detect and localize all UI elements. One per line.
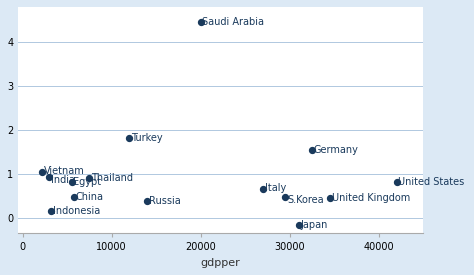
Text: Japan: Japan xyxy=(301,220,328,230)
Text: Italy: Italy xyxy=(265,183,286,193)
Text: Indonesia: Indonesia xyxy=(53,206,100,216)
Text: Germany: Germany xyxy=(314,145,359,155)
Text: Russia: Russia xyxy=(149,196,181,206)
Point xyxy=(259,187,267,192)
Point xyxy=(47,208,55,213)
Text: Egypt: Egypt xyxy=(73,177,101,187)
Point xyxy=(308,148,316,152)
X-axis label: gdpper: gdpper xyxy=(201,258,241,268)
Point xyxy=(126,135,133,140)
Point xyxy=(144,199,151,204)
Point xyxy=(197,20,204,24)
Point xyxy=(295,222,302,227)
Text: United Kingdom: United Kingdom xyxy=(332,193,410,203)
Text: Thailand: Thailand xyxy=(91,174,133,183)
Text: Vietnam: Vietnam xyxy=(44,166,85,176)
Point xyxy=(85,176,93,181)
Point xyxy=(68,180,75,184)
Text: Turkey: Turkey xyxy=(131,133,163,142)
Point xyxy=(46,175,53,179)
Text: United States: United States xyxy=(399,177,465,186)
Text: China: China xyxy=(76,192,104,202)
Point xyxy=(38,170,46,174)
Text: S.Korea: S.Korea xyxy=(287,195,324,205)
Text: India: India xyxy=(51,175,75,185)
Point xyxy=(326,196,334,200)
Point xyxy=(71,195,78,199)
Point xyxy=(393,179,401,184)
Point xyxy=(282,195,289,200)
Text: Saudi Arabia: Saudi Arabia xyxy=(202,17,264,27)
